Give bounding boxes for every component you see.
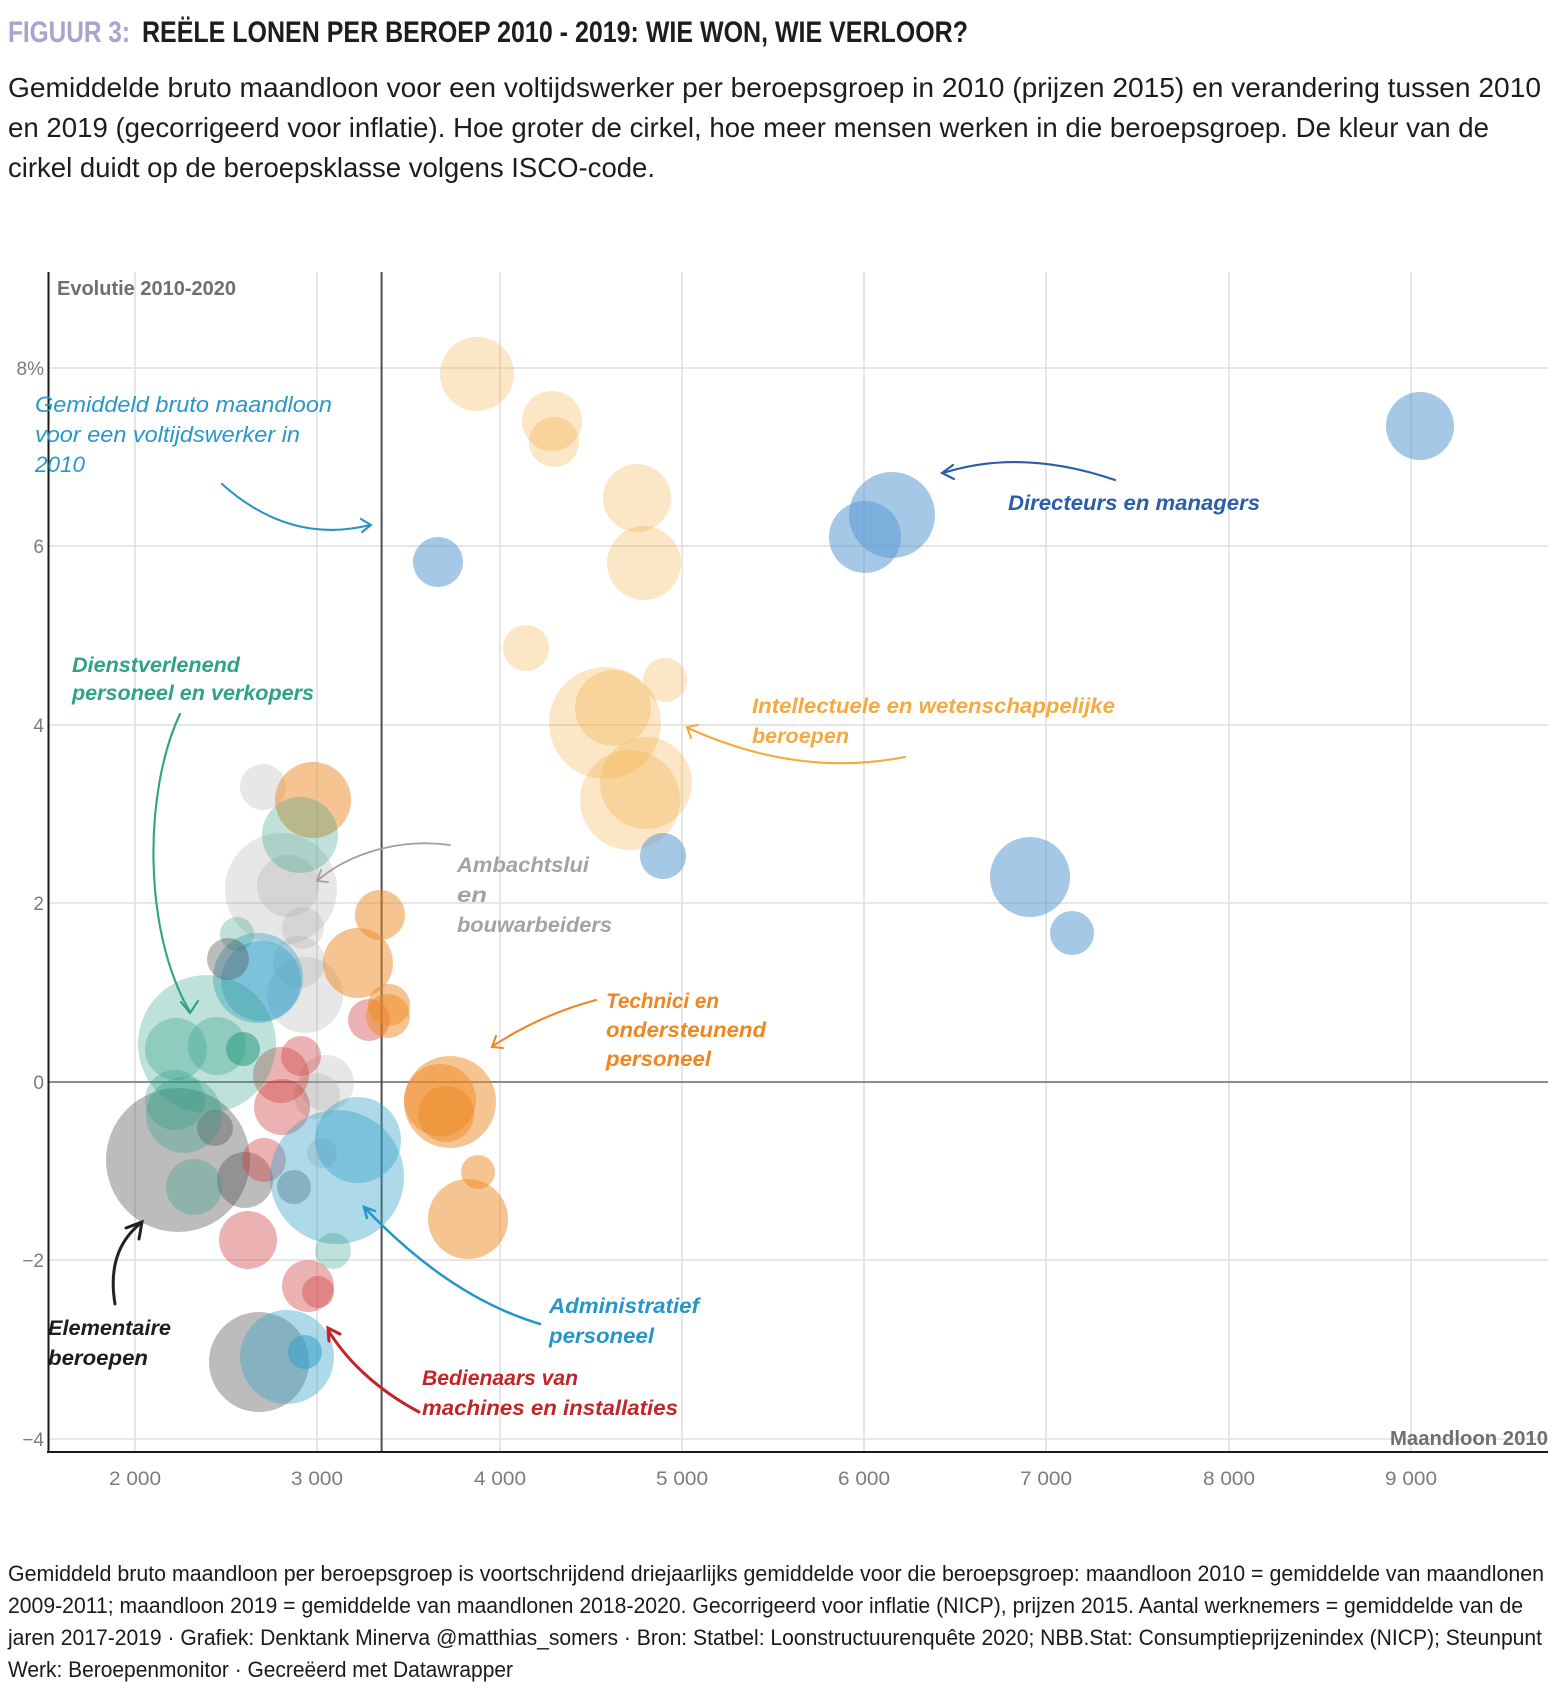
svg-text:Werk: Beroepenmonitor · Gecreë: Werk: Beroepenmonitor · Gecreëerd met Da…	[8, 1657, 513, 1682]
svg-text:Bedienaars van: Bedienaars van	[422, 1367, 578, 1390]
svg-text:7 000: 7 000	[1020, 1469, 1072, 1490]
svg-text:2 000: 2 000	[109, 1469, 161, 1490]
svg-text:2: 2	[33, 894, 44, 915]
svg-text:Elementaire: Elementaire	[48, 1317, 171, 1340]
svg-text:Intellectuele en wetenschappel: Intellectuele en wetenschappelijke	[752, 695, 1115, 718]
svg-text:machines en installaties: machines en installaties	[422, 1397, 678, 1420]
svg-text:2010: 2010	[34, 452, 86, 477]
svg-text:personeel en verkopers: personeel en verkopers	[71, 682, 314, 705]
svg-text:6 000: 6 000	[838, 1469, 890, 1490]
svg-text:−4: −4	[22, 1430, 44, 1451]
svg-text:8 000: 8 000	[1203, 1469, 1255, 1490]
svg-text:Dienstverlenend: Dienstverlenend	[72, 654, 241, 677]
svg-text:Gemiddeld bruto maandloon per: Gemiddeld bruto maandloon per beroepsgro…	[8, 1561, 1544, 1586]
svg-text:Gemiddeld bruto maandloon: Gemiddeld bruto maandloon	[35, 392, 332, 417]
svg-text:bouwarbeiders: bouwarbeiders	[457, 914, 612, 937]
svg-text:6: 6	[33, 537, 44, 558]
svg-text:beroepen: beroepen	[48, 1347, 148, 1370]
svg-text:3 000: 3 000	[291, 1469, 343, 1490]
svg-text:beroepen: beroepen	[752, 725, 849, 748]
svg-text:−2: −2	[22, 1251, 44, 1272]
svg-text:Directeurs en managers: Directeurs en managers	[1008, 492, 1260, 515]
svg-text:ondersteunend: ondersteunend	[606, 1019, 767, 1042]
svg-text:REËLE LONEN PER BEROEP 2010 -: REËLE LONEN PER BEROEP 2010 - 2019: WIE …	[142, 16, 968, 49]
svg-text:Maandloon 2010: Maandloon 2010	[1390, 1428, 1548, 1450]
svg-text:2009-2011; maandloon 2019 = ge: 2009-2011; maandloon 2019 = gemiddelde v…	[8, 1593, 1523, 1618]
svg-text:4 000: 4 000	[474, 1469, 526, 1490]
svg-text:4: 4	[33, 716, 44, 737]
svg-text:voor een voltijdswerker in: voor een voltijdswerker in	[35, 422, 300, 447]
svg-text:jaren 2017-2019 · Grafiek: Den: jaren 2017-2019 · Grafiek: Denktank Mine…	[7, 1625, 1542, 1650]
svg-text:8%: 8%	[17, 359, 45, 380]
svg-text:9 000: 9 000	[1385, 1469, 1437, 1490]
svg-text:en: en	[457, 884, 487, 907]
svg-text:5 000: 5 000	[656, 1469, 708, 1490]
svg-text:FIGUUR 3:: FIGUUR 3:	[8, 16, 130, 49]
svg-text:Evolutie 2010-2020: Evolutie 2010-2020	[57, 278, 236, 300]
svg-text:0: 0	[33, 1073, 44, 1094]
svg-text:Ambachtslui: Ambachtslui	[456, 854, 590, 877]
svg-text:cirkel duidt op de beroepsklas: cirkel duidt op de beroepsklasse volgens…	[8, 152, 655, 183]
svg-text:Technici en: Technici en	[606, 990, 719, 1013]
svg-text:personeel: personeel	[548, 1325, 655, 1348]
svg-text:Administratief: Administratief	[548, 1295, 701, 1318]
svg-text:personeel: personeel	[605, 1048, 712, 1071]
svg-text:en 2019 (gecorrigeerd voor inf: en 2019 (gecorrigeerd voor inflatie). Ho…	[8, 112, 1489, 143]
svg-text:Gemiddelde bruto maandloon voo: Gemiddelde bruto maandloon voor een volt…	[8, 72, 1541, 103]
